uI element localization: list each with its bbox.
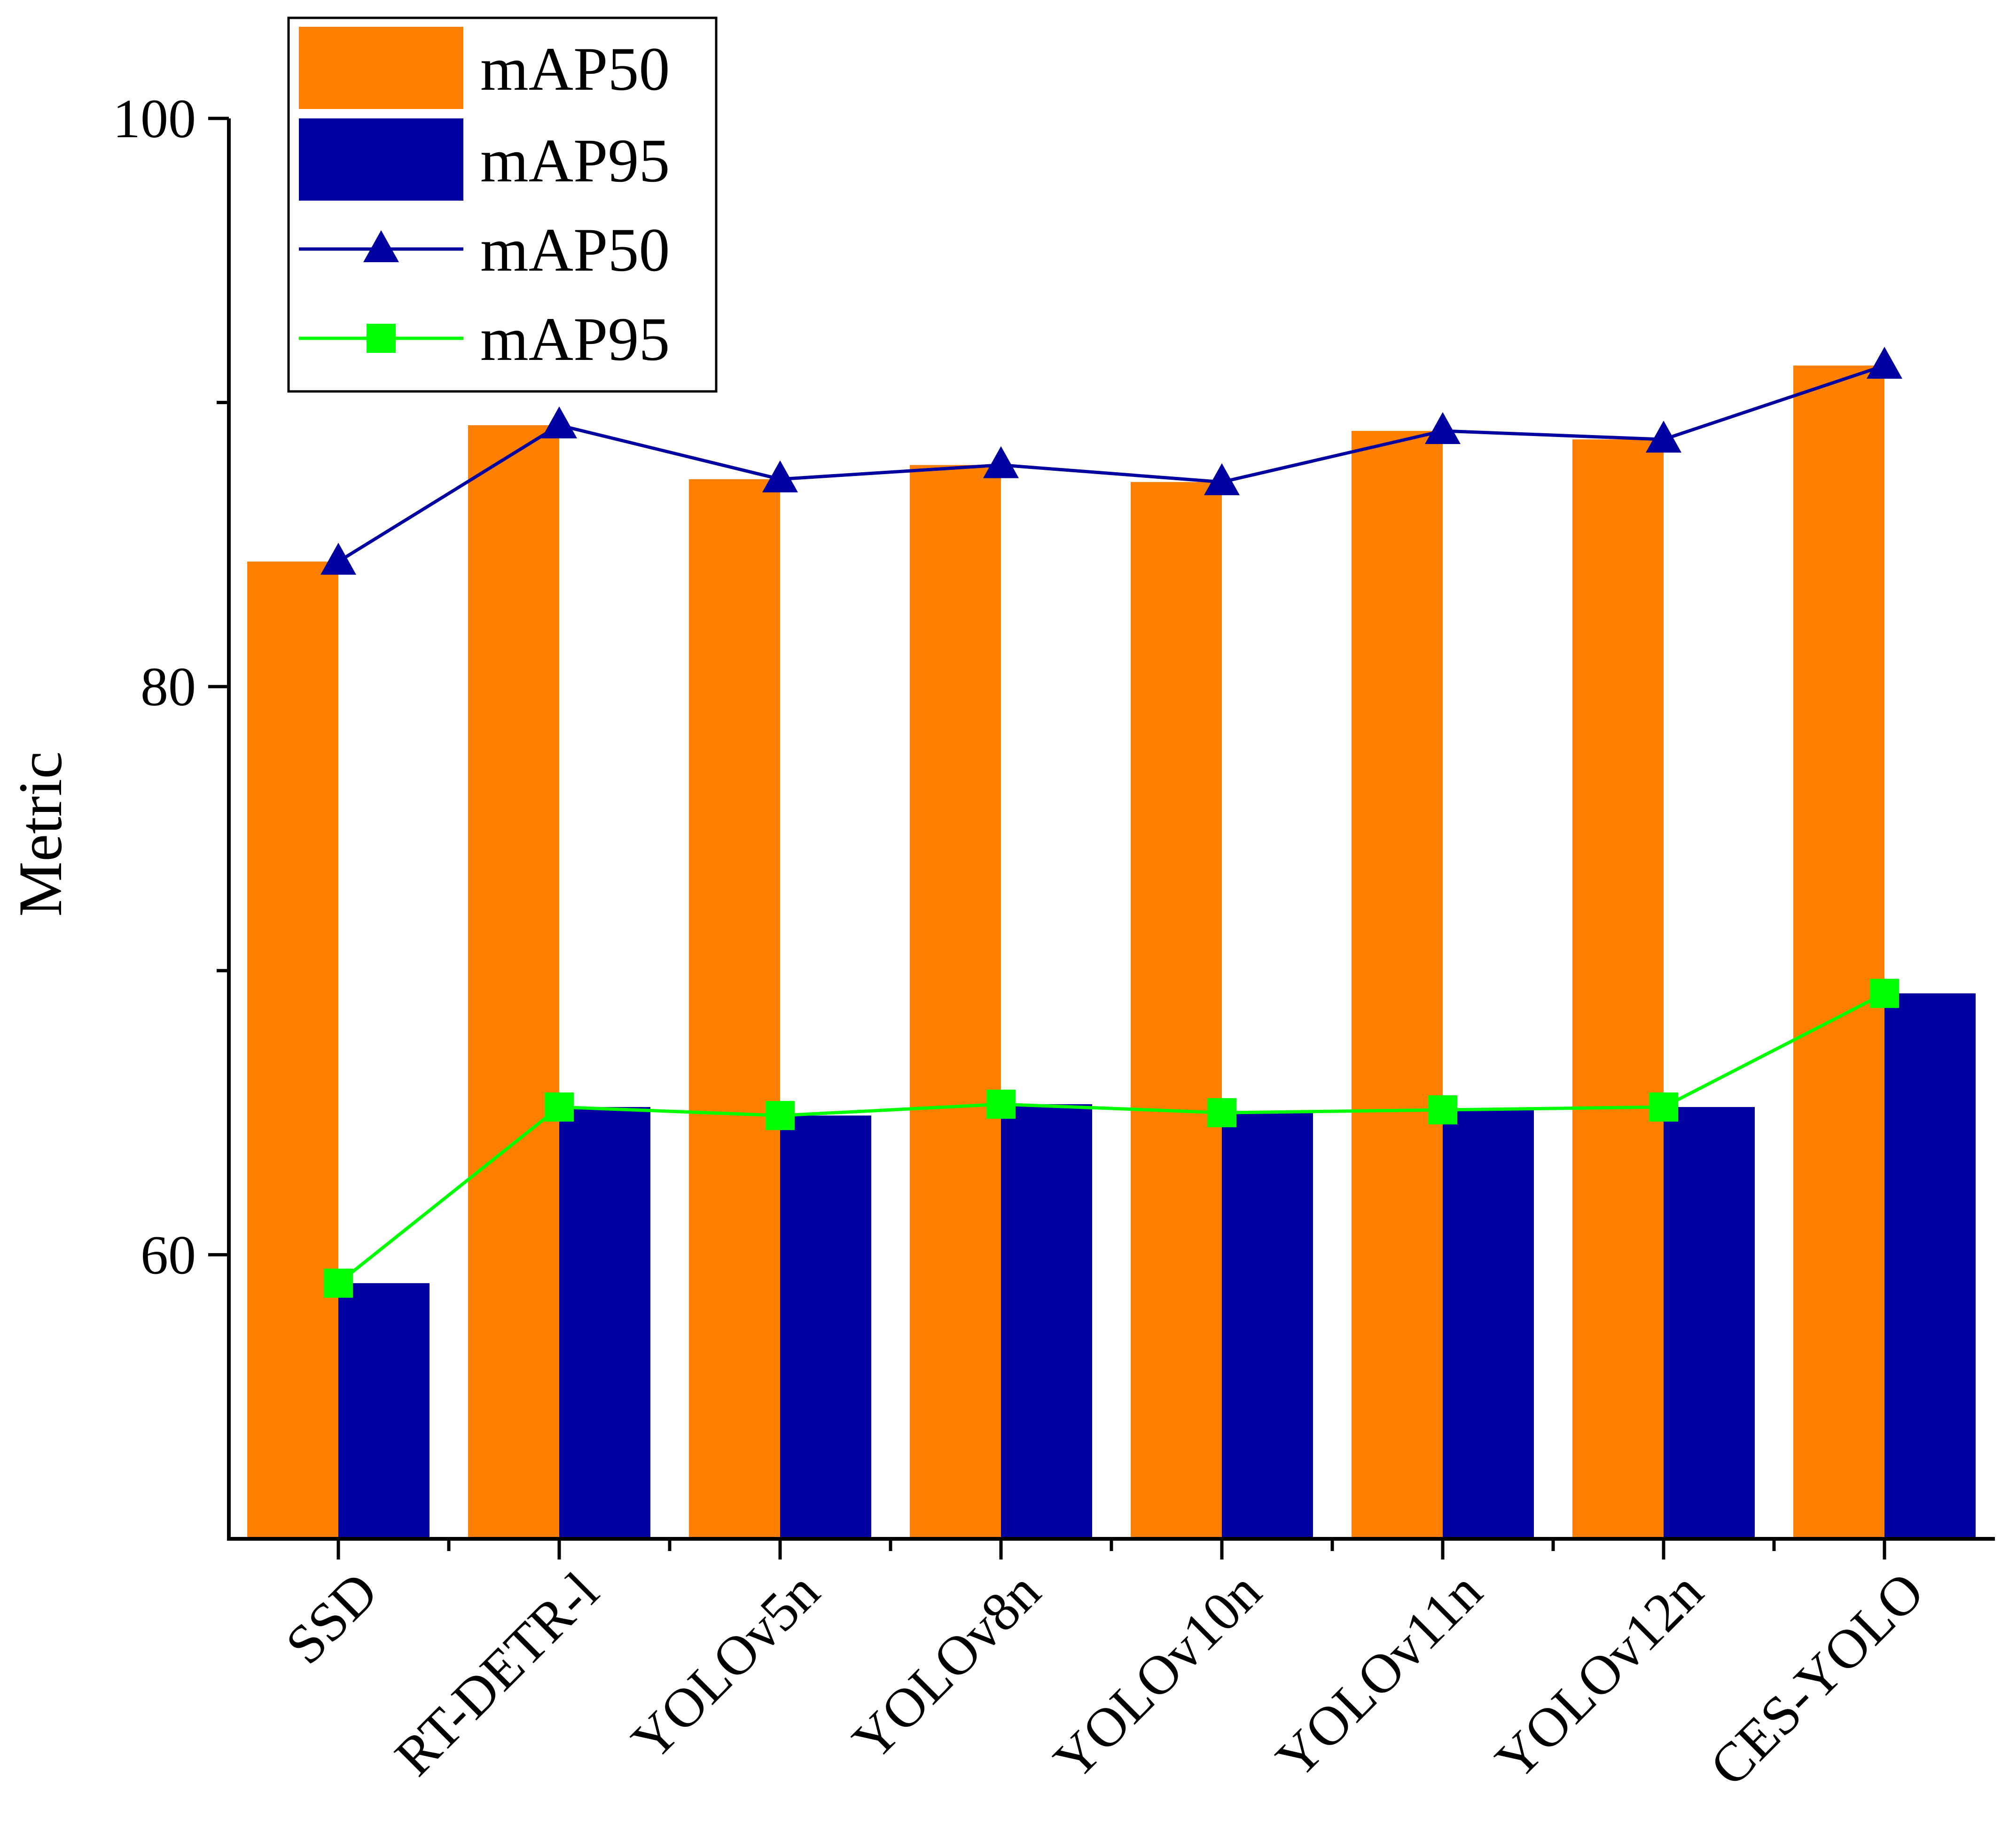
x-label-yolov11n: YOLOv11n [1264,1560,1493,1790]
bar-map95-ces-yolo [1884,993,1976,1539]
y-tick-label-60: 60 [141,1224,196,1286]
marker-map95-yolov10n [1207,1098,1236,1128]
y-axis-title: Metric [6,751,75,917]
legend-bar-map50-swatch [299,27,463,109]
bar-map50-yolov5n [689,479,780,1539]
legend-line-map50-label: mAP50 [480,215,670,284]
bar-map50-ces-yolo [1793,366,1884,1539]
legend-line-map50-marker [363,230,399,262]
marker-map95-yolov12n [1649,1092,1678,1122]
marker-map95-rt-detr-l [545,1092,574,1122]
line-map95-square [337,992,1885,1285]
legend-bar-map95-label: mAP95 [480,126,670,195]
bar-map50-ssd [247,561,338,1539]
marker-map95-yolov5n [766,1101,795,1131]
marker-map50-yolov5n [762,460,798,492]
marker-map95-ces-yolo [1870,979,1899,1008]
marker-map50-ces-yolo [1867,347,1902,379]
marker-map50-ssd [321,543,356,575]
marker-map50-rt-detr-l [541,406,577,438]
marker-map50-yolov10n [1204,463,1240,495]
bar-map95-ssd [338,1283,430,1539]
bar-map50-yolov12n [1572,439,1664,1539]
legend-bar-map95-swatch [299,118,463,201]
bar-map95-yolov5n [780,1115,871,1539]
bar-map95-rt-detr-l [559,1107,650,1539]
y-tick-label-80: 80 [141,656,196,717]
x-label-yolov5n: YOLOv5n [620,1560,831,1772]
legend-line-map95-label: mAP95 [480,304,670,374]
y-tick-label-100: 100 [113,88,196,149]
x-label-ces-yolo: CES-YOLO [1698,1560,1935,1798]
x-label-yolov12n: YOLOv12n [1484,1560,1714,1791]
x-label-rt-detr-l: RT-DETR-l [383,1560,610,1787]
bar-map50-rt-detr-l [468,425,559,1539]
marker-map50-yolov8n [983,446,1019,478]
marker-map95-ssd [324,1268,353,1298]
bar-map50-yolov11n [1352,431,1443,1539]
line-map50-triangle [337,364,1885,563]
legend-bar-map50-label: mAP50 [480,34,670,103]
lines-layer [321,347,1902,1298]
bar-map95-yolov8n [1001,1104,1092,1539]
bar-map95-yolov12n [1664,1107,1755,1539]
x-label-yolov10n: YOLOv10n [1042,1560,1273,1791]
legend-line-map95-marker [367,324,396,353]
bar-map50-yolov10n [1131,482,1222,1539]
x-label-ssd: SSD [274,1560,390,1676]
bar-map50-yolov8n [910,465,1001,1539]
marker-map95-yolov8n [986,1089,1016,1119]
marker-map50-yolov11n [1425,412,1461,444]
bar-map95-yolov11n [1443,1110,1534,1539]
x-label-yolov8n: YOLOv8n [841,1560,1052,1772]
marker-map95-yolov11n [1428,1095,1457,1125]
marker-map50-yolov12n [1646,421,1681,453]
bars-layer [247,366,1976,1539]
bar-map95-yolov10n [1222,1113,1313,1539]
legend: mAP50 mAP95 mAP50 mAP95 [287,16,718,393]
